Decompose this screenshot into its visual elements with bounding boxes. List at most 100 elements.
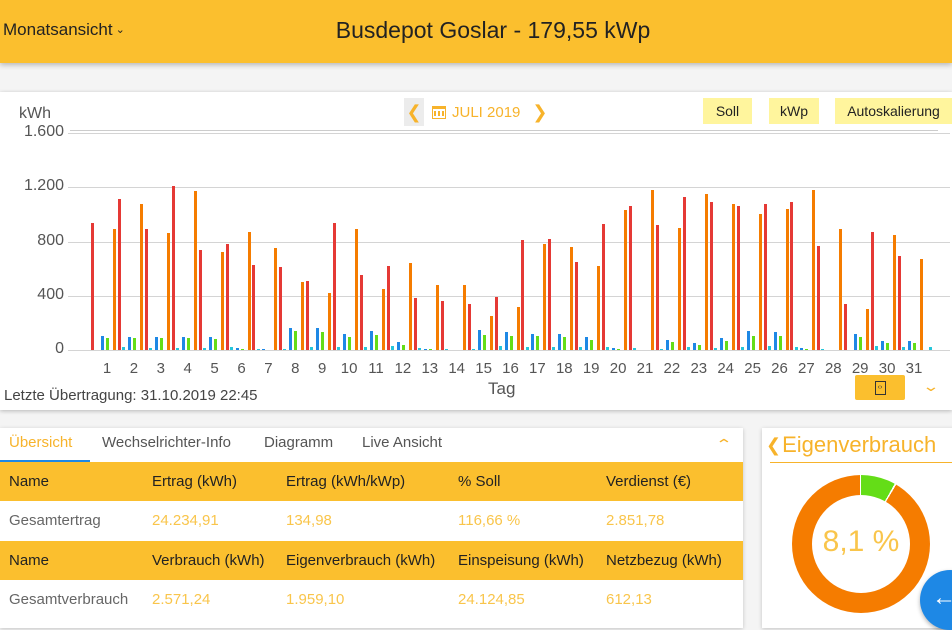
bar-blue[interactable]: [154, 337, 158, 350]
bar-green[interactable]: [240, 349, 244, 350]
bar-orange[interactable]: [139, 204, 143, 350]
bar-cyan[interactable]: [713, 347, 717, 350]
soll-toggle-button[interactable]: Soll: [703, 98, 752, 124]
bar-orange[interactable]: [193, 191, 197, 350]
bar-red[interactable]: [117, 199, 121, 350]
kwp-toggle-button[interactable]: kWp: [769, 98, 819, 124]
bar-green[interactable]: [617, 349, 621, 350]
bar-orange[interactable]: [704, 194, 708, 350]
bar-red[interactable]: [494, 297, 498, 350]
bar-blue[interactable]: [235, 347, 239, 350]
bar-green[interactable]: [509, 336, 513, 350]
bar-green[interactable]: [401, 344, 405, 350]
bar-red[interactable]: [790, 202, 794, 350]
bar-cyan[interactable]: [579, 347, 583, 350]
bar-blue[interactable]: [558, 334, 562, 350]
bar-orange[interactable]: [462, 284, 466, 350]
bar-cyan[interactable]: [229, 346, 233, 350]
bar-cyan[interactable]: [364, 346, 368, 350]
bar-orange[interactable]: [516, 306, 520, 350]
bar-cyan[interactable]: [821, 348, 825, 350]
bar-cyan[interactable]: [391, 345, 394, 350]
bar-red[interactable]: [306, 280, 310, 350]
bar-green[interactable]: [886, 342, 890, 350]
bar-red[interactable]: [763, 203, 767, 350]
bar-cyan[interactable]: [767, 345, 771, 350]
bar-red[interactable]: [682, 196, 686, 350]
bar-blue[interactable]: [746, 331, 750, 350]
bar-orange[interactable]: [651, 189, 654, 350]
bar-cyan[interactable]: [417, 347, 421, 350]
bar-cyan[interactable]: [444, 348, 448, 350]
bar-orange[interactable]: [220, 252, 224, 350]
bar-red[interactable]: [871, 232, 875, 350]
bar-cyan[interactable]: [310, 347, 314, 350]
bar-blue[interactable]: [692, 342, 696, 350]
bar-orange[interactable]: [489, 316, 493, 350]
bar-blue[interactable]: [881, 340, 885, 350]
bar-green[interactable]: [724, 340, 728, 350]
bar-cyan[interactable]: [256, 348, 260, 350]
bar-green[interactable]: [913, 342, 916, 350]
bar-red[interactable]: [279, 267, 283, 350]
bar-cyan[interactable]: [525, 346, 529, 350]
bar-red[interactable]: [709, 202, 713, 350]
bar-green[interactable]: [778, 336, 782, 350]
bar-orange[interactable]: [166, 233, 170, 350]
bar-cyan[interactable]: [740, 347, 744, 350]
bar-red[interactable]: [467, 303, 471, 350]
bar-cyan[interactable]: [122, 347, 125, 350]
bar-blue[interactable]: [423, 348, 427, 350]
bar-orange[interactable]: [758, 214, 762, 350]
tab-live-ansicht[interactable]: Live Ansicht: [362, 434, 443, 451]
bar-blue[interactable]: [208, 337, 212, 350]
next-month-button[interactable]: ❯: [532, 102, 547, 123]
bar-orange[interactable]: [731, 203, 735, 350]
bar-green[interactable]: [106, 337, 109, 350]
bar-orange[interactable]: [785, 208, 789, 350]
bar-blue[interactable]: [343, 333, 347, 350]
bar-red[interactable]: [198, 249, 202, 350]
bar-cyan[interactable]: [471, 349, 475, 350]
bar-green[interactable]: [536, 336, 540, 350]
bar-green[interactable]: [805, 349, 809, 350]
bar-orange[interactable]: [893, 234, 897, 350]
bar-green[interactable]: [321, 332, 325, 350]
bar-blue[interactable]: [773, 332, 777, 350]
bar-red[interactable]: [144, 229, 148, 350]
bar-cyan[interactable]: [875, 345, 879, 350]
tab-uebersicht[interactable]: Übersicht: [0, 428, 90, 462]
bar-blue[interactable]: [101, 335, 104, 350]
bar-orange[interactable]: [274, 248, 278, 350]
bar-cyan[interactable]: [283, 348, 287, 350]
bar-red[interactable]: [360, 275, 363, 350]
bar-green[interactable]: [348, 337, 352, 350]
bar-blue[interactable]: [908, 340, 911, 350]
bar-red[interactable]: [225, 244, 229, 350]
bar-red[interactable]: [736, 206, 740, 350]
bar-orange[interactable]: [328, 293, 332, 350]
bar-cyan[interactable]: [660, 349, 663, 350]
bar-green[interactable]: [186, 338, 190, 350]
bar-red[interactable]: [171, 185, 175, 350]
bar-green[interactable]: [132, 338, 136, 350]
bar-blue[interactable]: [396, 341, 400, 350]
bar-red[interactable]: [413, 298, 417, 350]
bar-blue[interactable]: [719, 337, 723, 350]
bar-cyan[interactable]: [794, 346, 798, 350]
bar-orange[interactable]: [866, 309, 870, 350]
bar-orange[interactable]: [920, 259, 923, 350]
bar-blue[interactable]: [289, 328, 293, 350]
expand-chart-button[interactable]: ⌄: [922, 378, 940, 395]
bar-red[interactable]: [252, 264, 256, 350]
bar-orange[interactable]: [408, 263, 412, 350]
bar-green[interactable]: [159, 338, 163, 350]
month-picker[interactable]: JULI 2019: [432, 104, 520, 121]
bar-red[interactable]: [575, 261, 579, 350]
bar-cyan[interactable]: [552, 346, 556, 350]
bar-orange[interactable]: [839, 229, 843, 350]
bar-cyan[interactable]: [498, 345, 502, 350]
tab-wechselrichter-info[interactable]: Wechselrichter-Info: [102, 434, 231, 451]
bar-green[interactable]: [563, 337, 567, 350]
bar-green[interactable]: [697, 344, 701, 350]
